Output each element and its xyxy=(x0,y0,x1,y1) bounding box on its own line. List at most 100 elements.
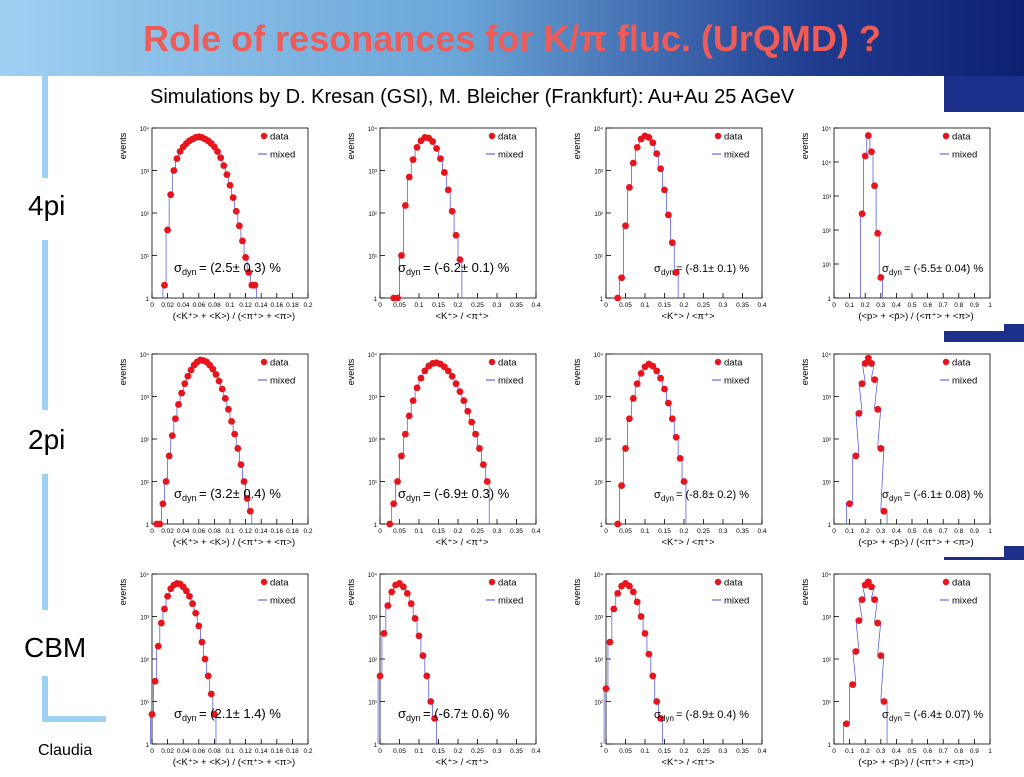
data-point xyxy=(672,433,680,441)
data-point xyxy=(384,602,392,610)
data-point xyxy=(649,362,657,370)
sigma-dyn-value: = (-8.9± 0.4) % xyxy=(676,709,749,721)
legend-data-label: data xyxy=(952,578,971,589)
data-point xyxy=(456,388,464,396)
data-point xyxy=(251,281,259,289)
y-tick-label: 1 xyxy=(600,297,604,303)
x-tick-label: 0.35 xyxy=(510,302,523,309)
x-tick-label: 0.1 xyxy=(414,302,423,309)
y-tick-label: 1 xyxy=(374,743,378,749)
x-tick-label: 0.15 xyxy=(432,528,445,535)
data-point xyxy=(401,430,409,438)
y-tick-label: 10⁴ xyxy=(822,160,832,167)
data-point xyxy=(633,598,641,606)
data-point xyxy=(421,367,429,375)
x-tick-label: 0.1 xyxy=(845,302,854,309)
data-point xyxy=(212,371,220,378)
data-point xyxy=(433,145,440,152)
sigma-dyn-subscript: dyn xyxy=(406,493,421,503)
left-rule-top xyxy=(42,76,48,178)
plot-svg: 1 10¹ 10² 10³ 10⁴ 0 0.1 0.2 0.3 0.4 0.5 0.6 0.7 0.8 0.… xyxy=(800,352,992,548)
data-point xyxy=(380,630,388,637)
sigma-dyn-value: = (-5.5± 0.04) % xyxy=(904,263,983,275)
sigma-dyn-symbol: σ xyxy=(174,706,182,721)
legend-data-marker xyxy=(260,358,268,366)
plot-panel-2pi-1: 1 10¹ 10² 10³ 10⁴ 0 0.02 0.04 0.06 0.08 0.1 0.12 0.1… xyxy=(112,342,322,557)
data-point xyxy=(246,507,254,515)
data-point xyxy=(204,672,212,680)
sigma-dyn-subscript: dyn xyxy=(406,713,421,723)
x-tick-label: 0.05 xyxy=(619,528,632,535)
x-axis-label: <K⁺> / <π⁺> xyxy=(661,757,714,768)
data-point xyxy=(622,445,629,452)
x-tick-label: 0.05 xyxy=(393,302,406,309)
x-tick-label: 0.3 xyxy=(876,302,885,309)
plot-panel-2pi-3: 1 10¹ 10² 10³ 10⁴ 0 0.05 0.1 0.15 0.2 0.25 0.3 0.35 0… xyxy=(566,342,776,557)
y-axis-label: events xyxy=(572,132,582,159)
data-point xyxy=(602,685,610,693)
data-point xyxy=(394,478,401,485)
x-tick-label: 0.5 xyxy=(907,302,916,309)
data-point xyxy=(849,681,857,688)
x-tick-label: 0.15 xyxy=(658,748,671,755)
x-tick-label: 0 xyxy=(832,748,836,755)
data-point xyxy=(172,415,179,423)
x-tick-label: 0.6 xyxy=(923,302,932,309)
x-tick-label: 0.04 xyxy=(177,748,190,755)
data-point xyxy=(231,430,239,438)
y-tick-label: 10¹ xyxy=(368,255,377,261)
x-tick-label: 0.1 xyxy=(414,528,423,535)
x-tick-label: 0.2 xyxy=(679,748,688,755)
data-point xyxy=(622,222,629,230)
legend-mixed-label: mixed xyxy=(952,150,977,161)
data-point xyxy=(855,617,863,625)
data-point xyxy=(868,148,875,156)
data-point xyxy=(239,237,246,245)
y-tick-label: 1 xyxy=(600,743,604,749)
x-tick-label: 0.05 xyxy=(393,528,406,535)
x-tick-label: 0.4 xyxy=(757,748,766,755)
legend-data-marker xyxy=(942,578,950,586)
data-point xyxy=(243,495,251,502)
sigma-dyn-value: = (-6.9± 0.3) % xyxy=(423,486,510,501)
data-point xyxy=(427,698,435,705)
y-tick-label: 10¹ xyxy=(594,701,603,707)
y-tick-label: 10³ xyxy=(594,396,603,402)
data-point xyxy=(626,415,633,423)
data-point xyxy=(409,156,417,164)
x-tick-label: 1 xyxy=(988,528,992,535)
x-tick-label: 0.15 xyxy=(658,528,671,535)
data-point xyxy=(448,372,456,380)
data-point xyxy=(405,412,413,420)
x-tick-label: 0.1 xyxy=(640,302,649,309)
y-tick-label: 10⁴ xyxy=(368,572,378,579)
data-point xyxy=(665,399,672,407)
sigma-dyn-subscript: dyn xyxy=(182,493,197,503)
x-tick-label: 1 xyxy=(988,748,992,755)
row-label-cbm: CBM xyxy=(24,632,87,663)
sigma-dyn-symbol: σ xyxy=(398,260,406,275)
data-point xyxy=(440,169,448,176)
y-axis-label: events xyxy=(346,132,356,159)
data-point xyxy=(226,181,234,189)
right-decor-1 xyxy=(944,76,1024,112)
data-point xyxy=(417,374,425,382)
legend-mixed-label: mixed xyxy=(498,376,523,387)
sigma-dyn-symbol: σ xyxy=(174,260,182,275)
x-tick-label: 0.2 xyxy=(303,748,312,755)
x-tick-label: 0 xyxy=(378,528,382,535)
x-axis-label: (<p> + <p̄>) / (<π⁺> + <π>) xyxy=(858,537,973,548)
data-point xyxy=(390,500,398,508)
data-point xyxy=(852,452,860,460)
data-point xyxy=(472,430,479,438)
plot-svg: 1 10¹ 10² 10³ 10⁴ 0 0.05 0.1 0.15 0.2 0.25 0.3 0.35 0… xyxy=(346,126,541,322)
data-point xyxy=(645,134,653,141)
x-tick-label: 0.14 xyxy=(255,748,268,755)
x-tick-label: 0.1 xyxy=(225,528,234,535)
data-point xyxy=(173,155,181,163)
data-point xyxy=(855,410,863,417)
x-tick-label: 0.25 xyxy=(697,528,710,535)
x-axis-label: <K⁺> / <π⁺> xyxy=(435,757,488,768)
data-point xyxy=(164,592,171,600)
legend-data-label: data xyxy=(724,132,743,143)
